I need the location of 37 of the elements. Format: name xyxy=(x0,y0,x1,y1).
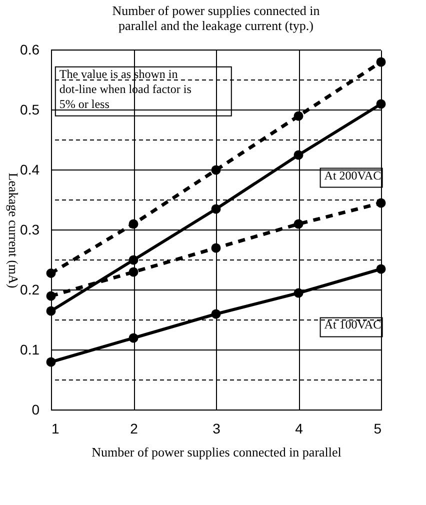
y-tick-label: 0.3 xyxy=(20,222,40,238)
point xyxy=(376,264,386,274)
point xyxy=(294,111,304,121)
annotation: At 100VAC xyxy=(324,318,382,332)
x-axis-title: Number of power supplies connected in parallel xyxy=(92,444,342,460)
point xyxy=(46,291,56,301)
x-tick-label: 5 xyxy=(374,420,382,436)
y-tick-label: 0.5 xyxy=(20,102,40,118)
y-tick-label: 0.4 xyxy=(20,162,40,178)
x-tick-label: 4 xyxy=(295,420,304,436)
y-axis-title: Leakage current (mA) xyxy=(6,172,22,288)
point xyxy=(46,306,56,316)
x-tick-label: 1 xyxy=(52,420,60,436)
y-tick-label: 0 xyxy=(32,402,40,418)
point xyxy=(376,57,386,67)
point xyxy=(128,333,138,343)
y-tick-label: 0.2 xyxy=(20,282,40,298)
x-tick-label: 2 xyxy=(130,420,138,436)
point xyxy=(294,150,304,160)
point xyxy=(211,165,221,175)
point xyxy=(211,309,221,319)
annotation: At 200VAC xyxy=(324,168,382,182)
point xyxy=(376,99,386,109)
point xyxy=(211,243,221,253)
chart-title: Number of power supplies connected in parallel and the leakage current (typ.) xyxy=(112,3,320,33)
point xyxy=(46,268,56,278)
y-tick-label: 0.1 xyxy=(20,342,40,358)
point xyxy=(376,198,386,208)
point xyxy=(294,219,304,229)
point xyxy=(294,288,304,298)
point xyxy=(128,219,138,229)
point xyxy=(128,267,138,277)
y-tick-label: 0.6 xyxy=(20,42,40,58)
point xyxy=(128,255,138,265)
x-tick-label: 3 xyxy=(212,420,221,436)
point xyxy=(211,204,221,214)
point xyxy=(46,357,56,367)
